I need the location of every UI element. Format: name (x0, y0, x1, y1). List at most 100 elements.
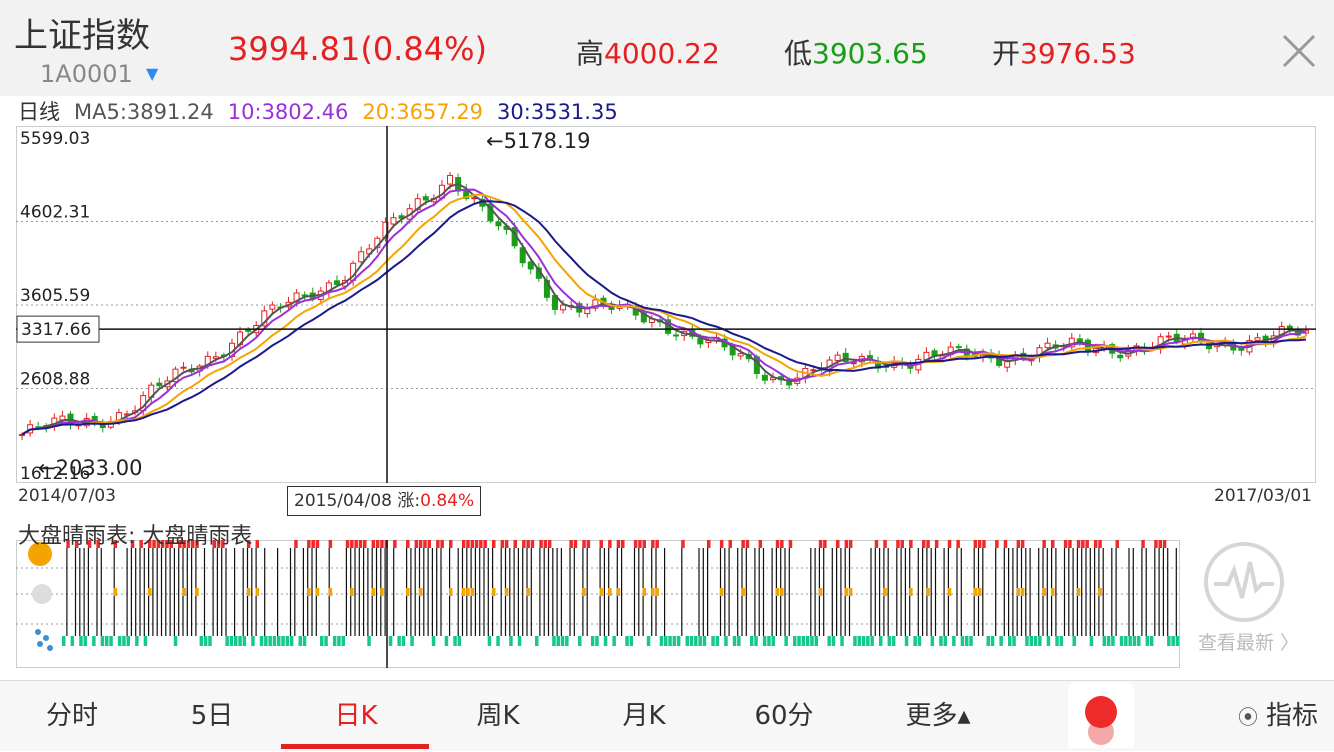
sub-bar-red (216, 540, 221, 548)
sub-bar-black (509, 548, 511, 636)
view-latest-button[interactable]: 查看最新 〉 (1196, 540, 1299, 660)
price-value: 3994.81 (228, 30, 361, 68)
sub-bar-green (861, 636, 866, 646)
sub-bar-red (1085, 540, 1089, 548)
tab-monthly-k[interactable]: 月K (622, 701, 666, 731)
candle-body (333, 280, 340, 285)
sub-bar-red (633, 540, 638, 548)
sub-bar-red (1068, 540, 1072, 548)
close-icon[interactable] (1276, 28, 1322, 74)
sub-bar-red (165, 540, 169, 548)
tab-more[interactable]: 更多▴ (905, 701, 971, 731)
sub-bar-green (1089, 636, 1094, 646)
sub-bar-black (840, 548, 842, 636)
sub-bar-black (870, 548, 872, 636)
sub-bar-green (659, 636, 664, 646)
sub-bar-red (1162, 540, 1167, 548)
sub-bar-red (642, 540, 646, 548)
sub-bar-red (96, 540, 100, 548)
sub-bar-black (251, 548, 253, 636)
tab-indicators[interactable]: ⦿ 指标 (1208, 681, 1318, 751)
view-latest-label[interactable]: 查看最新 〉 (1198, 632, 1300, 654)
sub-bar-black (956, 548, 958, 636)
sub-bar-black (513, 548, 515, 636)
sub-bar-black (1003, 548, 1005, 636)
crosshair-value-box (16, 315, 100, 343)
sub-bar-orange (418, 588, 423, 596)
sub-bar-black (702, 548, 704, 636)
sub-bar-black (483, 548, 485, 636)
sub-bar-green (694, 636, 698, 646)
kline-chart[interactable]: 5599.03 4602.31 3605.59 2608.88 1612.16 ←517… (16, 126, 1316, 483)
heartbeat-icon (1204, 542, 1284, 622)
tab-5day[interactable]: 5日 (190, 701, 234, 731)
candle-body (592, 299, 599, 309)
sub-bar-green (517, 636, 522, 646)
sub-bar-black (384, 548, 386, 636)
sub-bar-red (651, 540, 655, 548)
tab-intraday[interactable]: 分时 (45, 701, 98, 731)
index-code[interactable]: 1A0001 (40, 60, 133, 88)
tab-daily-k[interactable]: 日K (334, 701, 378, 731)
y-tick-label: 4602.31 (20, 203, 90, 223)
index-title: 上证指数 (14, 16, 150, 56)
sub-bar-red (573, 540, 578, 548)
sub-bar-green (401, 636, 406, 646)
ma-line-30 (21, 200, 1307, 436)
sub-bar-green (1033, 636, 1038, 646)
sub-bar-green (1137, 636, 1141, 646)
sub-bar-orange (380, 588, 384, 596)
sub-bar-red (130, 540, 135, 548)
sub-bar-red (483, 540, 487, 548)
sub-bar-black (922, 548, 924, 636)
sub-bar-green (612, 636, 616, 646)
sub-bar-black (1111, 548, 1113, 636)
sub-bar-red (513, 540, 517, 548)
sub-bar-black (139, 548, 141, 636)
sub-bar-green (565, 636, 569, 646)
sub-bar-green (1012, 636, 1016, 646)
sub-bar-black (87, 548, 89, 636)
sub-bar-black (178, 548, 180, 636)
sub-bar-black (431, 548, 433, 636)
sub-bar-red (423, 540, 427, 548)
sub-bar-black (664, 548, 666, 636)
sub-indicator-chart[interactable] (16, 540, 1180, 668)
sub-bar-green (487, 636, 492, 646)
sub-bar-green (143, 636, 148, 646)
sub-bar-red (1158, 540, 1162, 548)
sub-bar-green (341, 636, 345, 646)
record-button[interactable] (1068, 682, 1134, 748)
sub-bar-black (681, 548, 683, 636)
sub-bar-red (836, 540, 840, 548)
sub-bar-red (1063, 540, 1068, 548)
sub-bar-green (259, 636, 264, 646)
sun-icon (28, 542, 52, 566)
sub-bar-black (539, 548, 541, 636)
candle-body (1254, 337, 1261, 341)
caret-down-icon[interactable]: ▼ (146, 64, 159, 83)
sub-bar-orange (1042, 588, 1046, 596)
tab-weekly-k[interactable]: 周K (476, 701, 520, 731)
sub-bar-green (264, 636, 268, 646)
sub-bar-orange (315, 588, 320, 596)
sub-bar-red (900, 540, 904, 548)
sub-bar-red (526, 540, 530, 548)
sub-bar-black (302, 548, 304, 636)
sub-bar-orange (1016, 588, 1021, 596)
sub-bar-orange (719, 588, 724, 596)
sub-bar-green (801, 636, 806, 646)
sub-bar-orange (642, 588, 646, 596)
tab-60min[interactable]: 60分 (754, 701, 814, 731)
sub-bar-green (668, 636, 672, 646)
active-tab-indicator (281, 744, 429, 749)
sub-bar-red (470, 540, 474, 548)
sub-bar-black (900, 548, 902, 636)
sub-bar-red (1003, 540, 1008, 548)
candle-body (834, 354, 841, 361)
sub-bar-black (728, 548, 730, 636)
sub-bar-red (582, 540, 586, 548)
current-price: 3994.81(0.84%) (228, 30, 487, 68)
sub-bar-green (887, 636, 892, 646)
sub-bar-red (599, 540, 603, 548)
